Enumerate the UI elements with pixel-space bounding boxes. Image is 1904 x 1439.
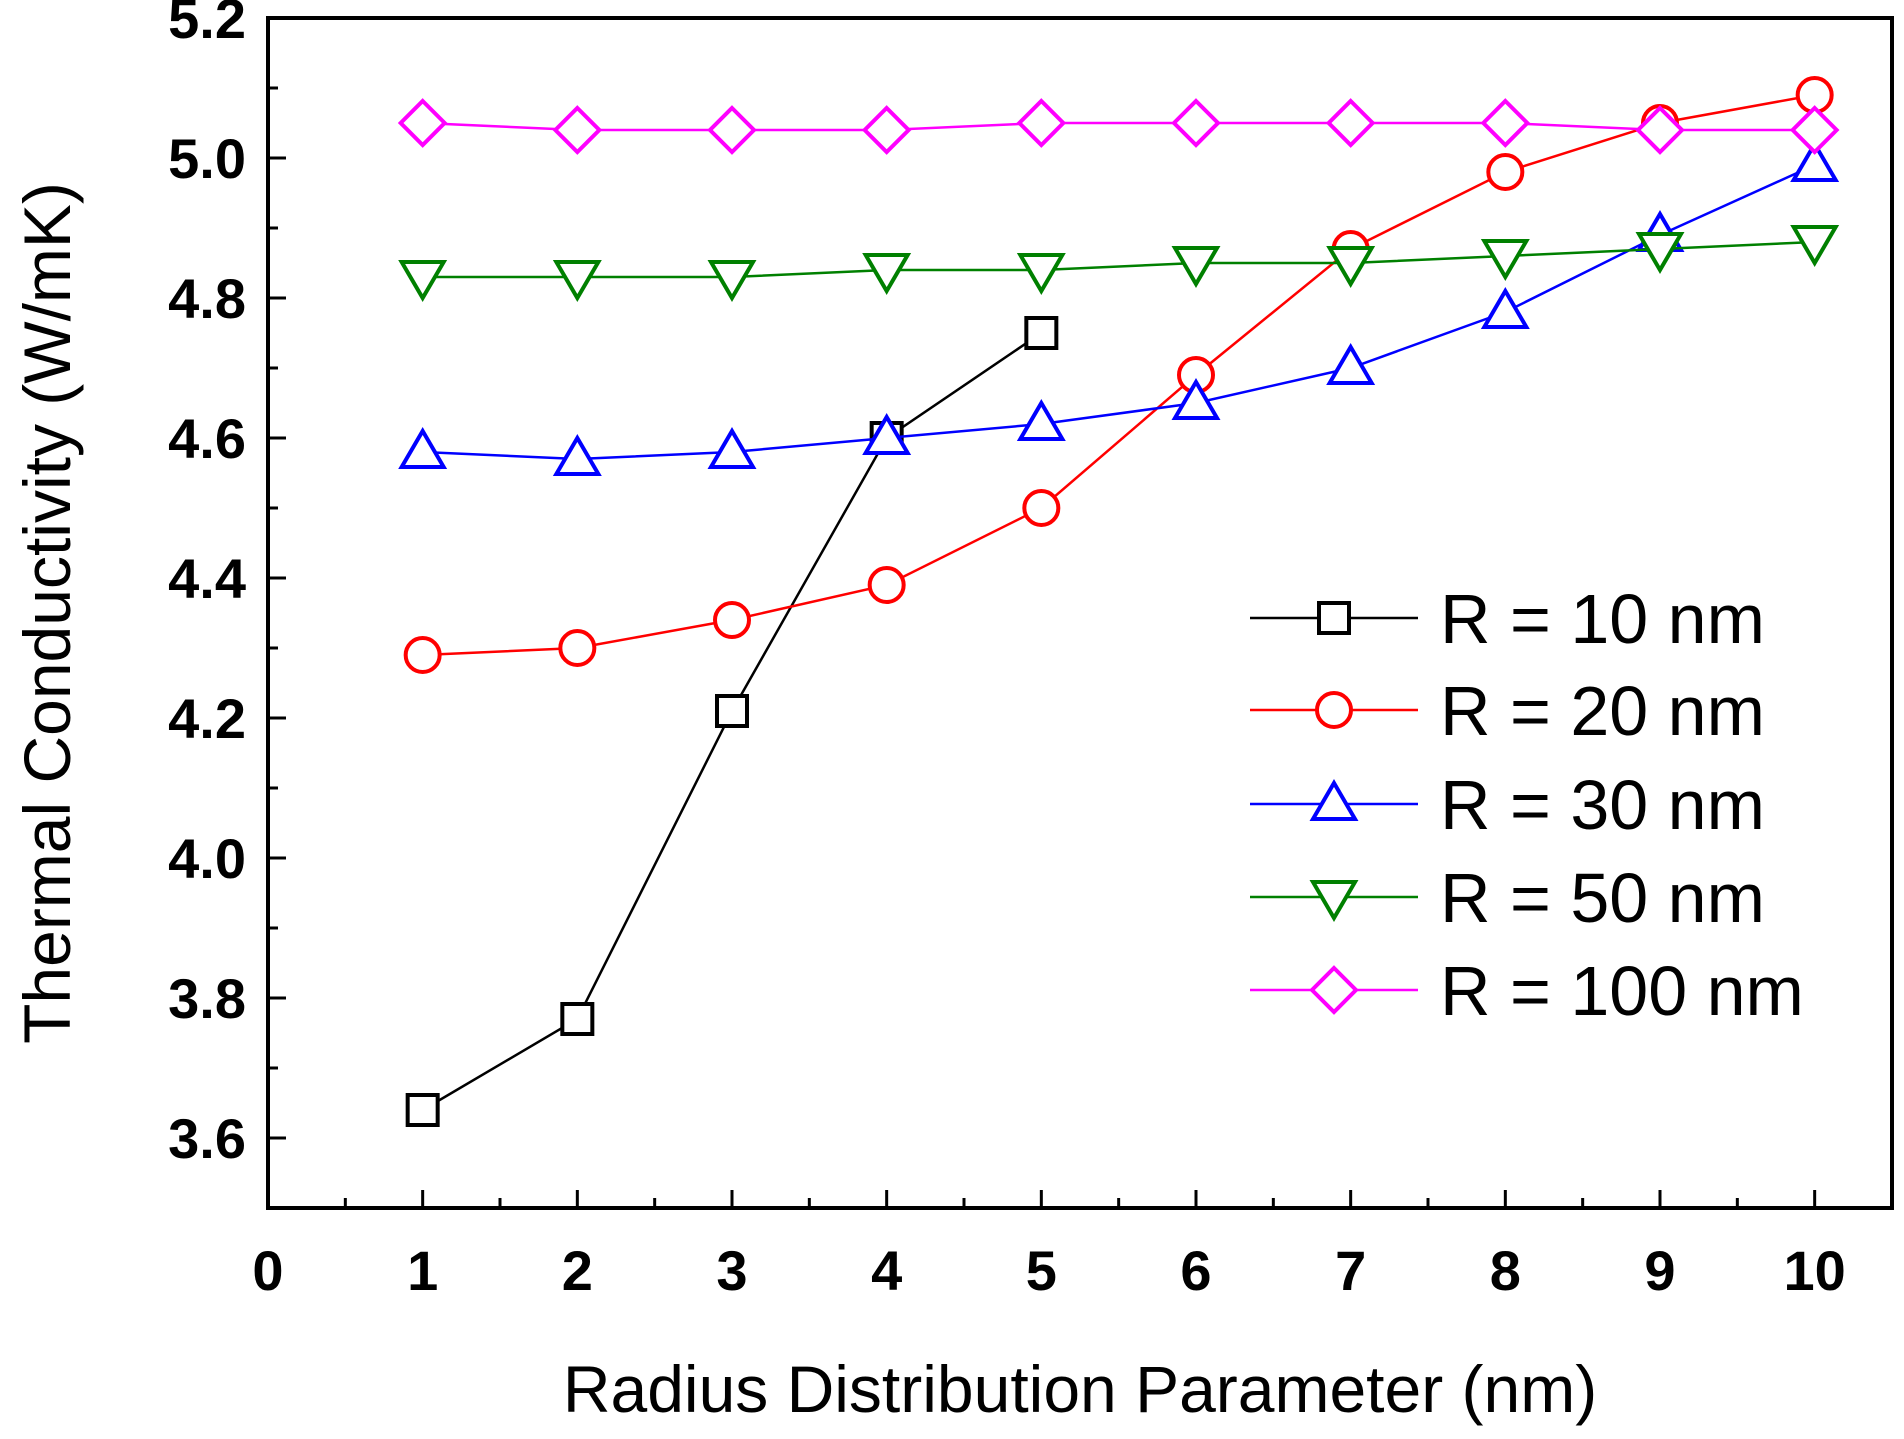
x-tick-label: 10 [1784, 1239, 1846, 1302]
y-axis-title: Thermal Conductivity (W/mK) [10, 182, 84, 1044]
legend-label: R = 30 nm [1440, 766, 1765, 844]
legend: R = 10 nm R = 20 nm R = 30 nm R = 50 nm R = … [1250, 580, 1804, 1030]
data-point [867, 566, 906, 604]
x-tick-label: 5 [1026, 1239, 1057, 1302]
data-point [1171, 246, 1221, 288]
legend-item: R = 100 nm [1250, 952, 1804, 1030]
data-point [1480, 239, 1530, 281]
y-tick-label: 5.0 [168, 127, 246, 190]
series-line [422, 121, 1815, 132]
data-point [1486, 153, 1525, 191]
y-tick-label: 4.4 [168, 547, 246, 610]
data-point [403, 636, 442, 674]
plot-frame [266, 16, 1894, 1210]
legend-marker [1309, 965, 1359, 1015]
y-tick-label: 5.2 [168, 0, 246, 50]
y-tick-label: 4.8 [168, 267, 246, 330]
legend-item: R = 20 nm [1250, 672, 1765, 750]
legend-item: R = 50 nm [1250, 859, 1765, 937]
data-point [862, 413, 912, 455]
series-r-10-nm [405, 316, 1059, 1127]
data-point [552, 260, 602, 302]
data-point [552, 434, 602, 476]
y-tick-label: 3.8 [168, 967, 246, 1030]
x-tick-label: 2 [562, 1239, 593, 1302]
data-point [397, 98, 448, 148]
data-point [1326, 343, 1376, 385]
data-point [1790, 225, 1840, 267]
plot-series [397, 76, 1840, 1127]
data-point [552, 105, 603, 155]
series-line [422, 240, 1815, 279]
legend-marker [1309, 880, 1359, 922]
legend-label: R = 10 nm [1440, 580, 1765, 658]
data-point [1016, 98, 1067, 148]
data-point [707, 260, 757, 302]
data-point [398, 427, 448, 469]
y-tick-label: 4.6 [168, 407, 246, 470]
x-tick-label: 8 [1490, 1239, 1521, 1302]
y-tick-label: 3.6 [168, 1107, 246, 1170]
x-tick-label: 1 [407, 1239, 438, 1302]
legend-marker [1309, 779, 1359, 821]
data-point [398, 260, 448, 302]
data-point [707, 105, 757, 155]
data-point [1789, 105, 1840, 155]
data-point [1790, 140, 1840, 182]
series-r-50-nm [398, 225, 1840, 302]
x-tick-label: 0 [252, 1239, 283, 1302]
data-point [1635, 232, 1685, 274]
legend-item: R = 10 nm [1250, 580, 1765, 658]
x-tick-label: 3 [716, 1239, 747, 1302]
data-point [861, 105, 912, 155]
data-point [1480, 287, 1530, 329]
legend-item: R = 30 nm [1250, 766, 1765, 844]
x-tick-label: 6 [1180, 1239, 1211, 1302]
tick-labels: 0 1 2 3 4 5 6 7 8 9 10 3.6 3.8 4.0 4.2 4.4 4.6 4.8 5.0 5.2 [168, 0, 1846, 1302]
data-point [1016, 253, 1066, 295]
data-point [1326, 246, 1376, 288]
data-point [1480, 98, 1531, 148]
data-point [713, 601, 751, 639]
series-r-100-nm [397, 98, 1840, 155]
series-r-30-nm [398, 140, 1840, 476]
data-point [1635, 105, 1685, 155]
data-point [560, 1002, 595, 1036]
y-tick-label: 4.2 [168, 687, 246, 750]
y-tick-label: 4.0 [168, 827, 246, 890]
data-point [558, 629, 597, 667]
data-point [1171, 378, 1221, 420]
x-tick-label: 9 [1644, 1239, 1675, 1302]
data-point [1325, 98, 1376, 148]
x-tick-label: 7 [1335, 1239, 1366, 1302]
data-point [1171, 98, 1221, 148]
x-axis-title: Radius Distribution Parameter (nm) [563, 1352, 1597, 1426]
series-line [422, 163, 1816, 461]
data-point [862, 253, 912, 295]
series-line [422, 93, 1815, 657]
data-point [1016, 399, 1066, 441]
data-point [405, 1093, 440, 1127]
data-point [1022, 489, 1061, 527]
legend-label: R = 100 nm [1440, 952, 1804, 1030]
legend-label: R = 50 nm [1440, 859, 1765, 937]
legend-marker [1315, 691, 1353, 729]
data-point [1024, 316, 1059, 350]
data-point [715, 694, 749, 728]
legend-label: R = 20 nm [1440, 672, 1765, 750]
data-point [707, 427, 757, 469]
legend-marker [1317, 601, 1351, 635]
x-tick-label: 4 [871, 1239, 902, 1302]
